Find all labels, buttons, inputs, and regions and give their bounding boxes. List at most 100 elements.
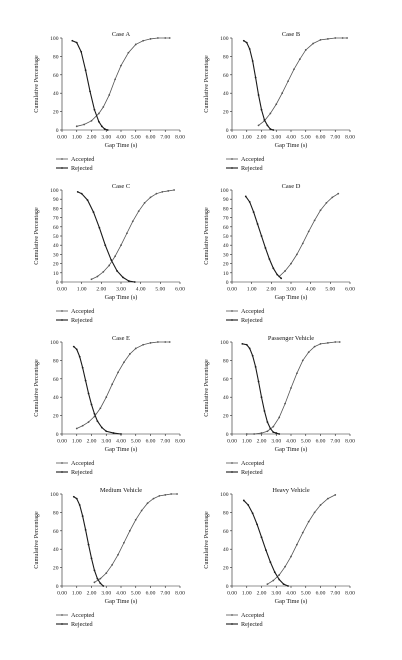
data-point-accepted: [164, 341, 167, 343]
data-point-rejected: [275, 432, 278, 434]
data-point-accepted: [307, 351, 310, 354]
data-point-accepted: [290, 555, 292, 558]
y-axis-label: Cumulative Percentage: [33, 55, 40, 113]
chart-1: Case A 0 20 40 60 80 100 0.00 1.00 2.00 3.00 4.00 5.…: [33, 31, 185, 172]
x-tick-label: 3.00: [101, 591, 111, 597]
x-tick-label: 4.00: [116, 439, 126, 445]
y-tick-label: 100: [220, 340, 229, 346]
data-point-accepted: [304, 49, 307, 51]
data-point-accepted: [290, 262, 292, 265]
x-axis-label: Gap Time (s): [105, 598, 138, 605]
data-point-rejected: [280, 277, 283, 280]
y-tick-label: 20: [53, 414, 59, 420]
data-point-accepted: [120, 64, 122, 67]
data-point-accepted: [325, 201, 328, 204]
chart-title: Passenger Vehicle: [268, 335, 314, 342]
series-line-rejected: [72, 40, 108, 131]
chart-title: Case A: [112, 31, 131, 38]
x-tick-label: 3.00: [116, 287, 126, 293]
data-point-rejected: [100, 125, 103, 128]
y-tick-label: 80: [223, 206, 229, 212]
x-tick-label: 5.00: [131, 439, 141, 445]
legend-marker: [61, 462, 63, 464]
x-tick-label: 6.00: [345, 287, 355, 293]
data-point-accepted: [312, 42, 315, 45]
data-point-rejected: [96, 577, 99, 580]
y-tick-label: 0: [226, 280, 229, 286]
x-tick-label: 6.00: [316, 439, 326, 445]
data-point-accepted: [281, 92, 284, 95]
y-tick-label: 80: [53, 358, 59, 364]
data-point-accepted: [111, 563, 114, 566]
series-line-rejected: [243, 40, 274, 131]
data-point-rejected: [244, 195, 247, 198]
y-tick-label: 80: [223, 358, 229, 364]
data-point-rejected: [105, 430, 108, 433]
x-tick-label: 4.00: [116, 135, 126, 141]
series-line-accepted: [278, 193, 339, 277]
data-point-accepted: [105, 396, 108, 399]
series-line-rejected: [245, 196, 282, 279]
data-point-accepted: [117, 371, 119, 374]
x-tick-label: 6.00: [175, 287, 185, 293]
x-tick-label: 6.00: [316, 135, 326, 141]
data-point-rejected: [127, 280, 130, 282]
data-point-accepted: [168, 341, 171, 343]
data-point-rejected: [75, 497, 78, 500]
data-point-accepted: [126, 232, 128, 235]
data-point-accepted: [272, 425, 275, 428]
data-point-rejected: [122, 276, 124, 279]
data-point-rejected: [265, 549, 267, 552]
y-tick-label: 40: [53, 547, 59, 553]
data-point-accepted: [105, 572, 108, 575]
x-tick-label: 0.00: [227, 135, 237, 141]
x-tick-label: 2.00: [257, 439, 267, 445]
data-point-accepted: [326, 38, 329, 40]
x-tick-label: 2.00: [87, 591, 97, 597]
data-point-accepted: [134, 347, 137, 350]
y-tick-label: 60: [53, 377, 59, 383]
data-point-rejected: [112, 432, 115, 434]
data-point-rejected: [71, 39, 74, 42]
data-point-rejected: [276, 273, 279, 276]
x-tick-label: 6.00: [146, 439, 156, 445]
data-point-rejected: [264, 247, 267, 249]
legend-label: Accepted: [71, 612, 95, 619]
data-point-rejected: [87, 392, 90, 395]
legend-marker: [231, 614, 233, 616]
x-tick-label: 7.00: [330, 135, 340, 141]
chart-title: Case D: [282, 183, 301, 190]
y-tick-label: 60: [223, 529, 229, 535]
x-tick-label: 3.00: [286, 287, 296, 293]
y-axis-label: Cumulative Percentage: [33, 359, 40, 417]
data-point-accepted: [269, 112, 272, 115]
data-point-accepted: [290, 387, 292, 389]
data-point-rejected: [98, 226, 101, 229]
chart-7: Medium Vehicle 0 20 40 60 80 100 0.00 1.00 2.00 3.…: [33, 487, 185, 628]
legend-marker: [231, 167, 233, 169]
y-tick-label: 0: [56, 128, 59, 134]
data-point-accepted: [123, 541, 125, 544]
data-point-accepted: [326, 497, 329, 500]
data-point-accepted: [176, 493, 178, 495]
data-point-rejected: [257, 380, 260, 383]
data-point-accepted: [170, 493, 173, 495]
y-tick-label: 100: [50, 340, 59, 346]
data-point-accepted: [338, 341, 341, 343]
data-point-accepted: [260, 432, 263, 434]
x-tick-label: 8.00: [345, 135, 355, 141]
data-point-rejected: [247, 504, 250, 506]
data-point-rejected: [104, 244, 107, 247]
data-point-rejected: [248, 347, 251, 350]
y-tick-label: 40: [53, 395, 59, 401]
data-point-rejected: [254, 76, 257, 79]
data-point-rejected: [266, 421, 269, 423]
series-line-rejected: [73, 496, 104, 587]
data-point-accepted: [284, 270, 286, 272]
y-tick-label: 40: [223, 395, 229, 401]
data-point-rejected: [263, 410, 266, 412]
data-point-rejected: [251, 60, 254, 62]
data-point-rejected: [86, 199, 89, 202]
x-tick-label: 1.00: [77, 287, 87, 293]
x-tick-label: 8.00: [345, 591, 355, 597]
